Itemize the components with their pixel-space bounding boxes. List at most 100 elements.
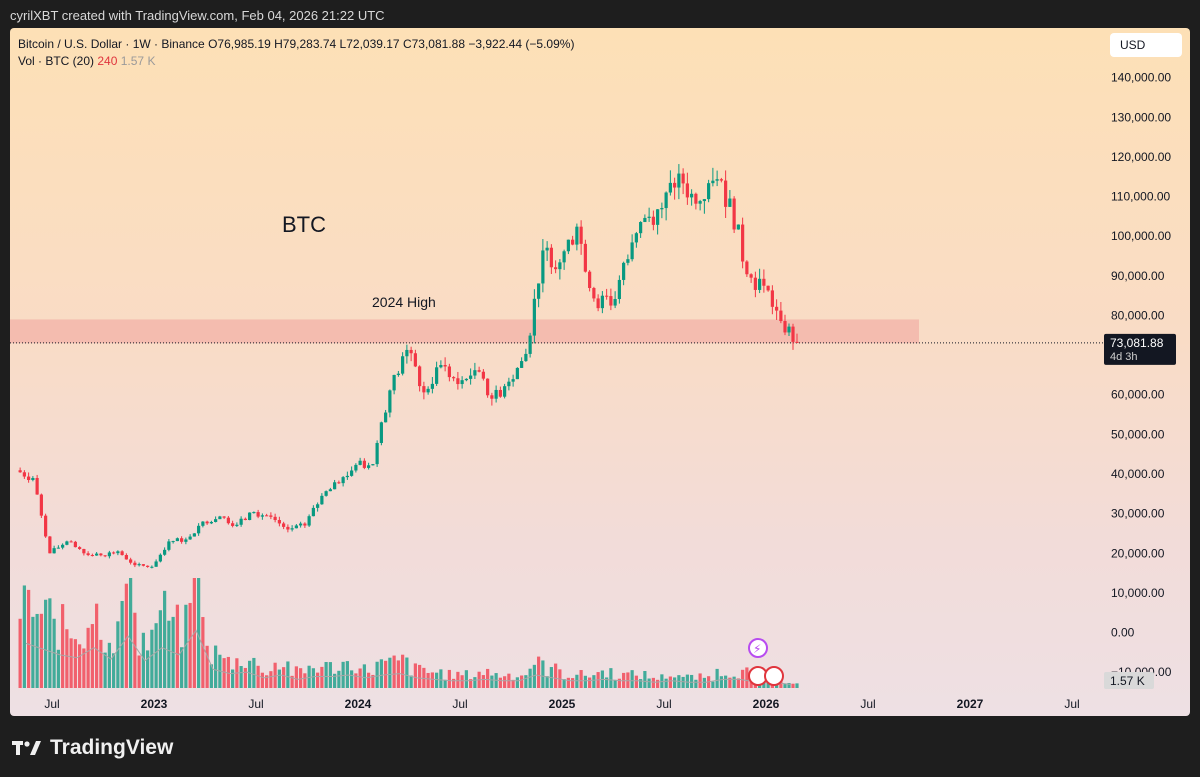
candle-body — [770, 290, 774, 307]
candle-body — [141, 564, 145, 566]
candle-body — [107, 552, 111, 557]
candle-body — [90, 555, 94, 557]
candle-body — [120, 551, 124, 556]
volume-bar — [333, 673, 337, 688]
volume-bar — [524, 675, 528, 688]
candle-body — [201, 521, 205, 526]
volume-bar — [388, 657, 392, 688]
candle-body — [422, 386, 426, 393]
volume-bar — [418, 664, 422, 688]
volume-bar — [18, 618, 22, 688]
candle-body — [634, 233, 638, 243]
volume-bar — [316, 672, 320, 688]
candle-body — [741, 224, 745, 262]
volume-bar — [392, 655, 396, 688]
candle-body — [205, 521, 209, 524]
candle-body — [549, 247, 553, 268]
volume-bar — [69, 638, 73, 688]
volume-bar — [282, 667, 286, 688]
volume-bar — [337, 670, 341, 688]
candle-body — [762, 278, 766, 286]
candle-body — [486, 378, 490, 396]
candle-body — [562, 251, 566, 263]
chart-title-annotation: BTC — [282, 212, 326, 237]
volume-bar — [532, 664, 536, 688]
volume-bar — [328, 662, 332, 688]
volume-bar — [99, 639, 103, 688]
candle-body — [477, 370, 481, 372]
chart-frame[interactable]: 140,000.00 130,000.00 120,000.00 110,000.00… — [10, 28, 1190, 716]
volume-bar — [634, 675, 638, 688]
candle-body — [214, 519, 218, 522]
price-chart[interactable]: 140,000.00 130,000.00 120,000.00 110,000.00… — [10, 28, 1190, 716]
candle-body — [375, 442, 379, 465]
candle-body — [664, 192, 668, 209]
candle-body — [294, 525, 298, 529]
volume-bar — [664, 678, 668, 688]
y-axis-tick-label: 100,000.00 — [1111, 229, 1171, 243]
candle-body — [222, 516, 226, 518]
volume-bar — [163, 590, 167, 688]
candle-body — [724, 180, 728, 207]
candle-body — [354, 464, 358, 471]
currency-button[interactable]: USD — [1110, 33, 1182, 57]
candle-body — [175, 538, 179, 542]
candle-body — [430, 383, 434, 389]
candle-body — [711, 180, 715, 184]
candle-body — [443, 365, 447, 367]
candle-body — [31, 477, 35, 481]
volume-bar — [626, 672, 630, 688]
volume-bar — [222, 658, 226, 688]
candle-body — [795, 341, 799, 343]
volume-bar — [430, 672, 434, 688]
volume-bar — [154, 623, 158, 688]
volume-bar — [464, 670, 468, 688]
volume-bar — [320, 666, 324, 688]
volume-bar — [456, 671, 460, 688]
y-axis-tick-label: 60,000.00 — [1111, 388, 1165, 402]
candle-body — [277, 520, 281, 524]
volume-bar — [150, 629, 154, 688]
volume-bar — [180, 647, 184, 688]
candle-body — [435, 367, 439, 384]
candle-body — [341, 477, 345, 484]
volume-bar — [137, 655, 141, 688]
candle-body — [520, 361, 524, 368]
candle-body — [605, 295, 609, 297]
candle-body — [511, 379, 515, 382]
y-axis-tick-label: 80,000.00 — [1111, 308, 1165, 322]
candle-body — [779, 310, 783, 322]
volume-bar — [791, 683, 795, 688]
candle-body — [630, 242, 634, 260]
volume-bar — [639, 679, 643, 688]
candle-body — [367, 465, 371, 468]
candle-body — [766, 285, 770, 291]
volume-bar — [205, 645, 209, 688]
x-axis-tick-label: Jul — [1064, 697, 1079, 711]
y-axis-tick-label: 50,000.00 — [1111, 427, 1165, 441]
volume-bar — [460, 675, 464, 688]
volume-bar — [294, 666, 298, 688]
volume-bar — [579, 670, 583, 688]
volume-bar — [248, 660, 252, 688]
volume-bar — [656, 679, 660, 688]
x-axis-tick-label: 2025 — [549, 697, 576, 711]
volume-bar — [146, 650, 150, 688]
candle-body — [545, 247, 549, 251]
volume-bar — [651, 677, 655, 688]
candle-body — [702, 199, 706, 202]
volume-bar — [35, 613, 39, 688]
candle-body — [333, 482, 337, 490]
candle-body — [783, 321, 787, 333]
volume-bar — [643, 671, 647, 688]
x-axis-tick-label: Jul — [656, 697, 671, 711]
candle-body — [575, 226, 579, 245]
volume-bar — [22, 585, 26, 688]
volume-bar — [65, 629, 69, 688]
volume-bar — [668, 676, 672, 688]
candle-body — [775, 306, 779, 311]
y-axis-tick-label: 30,000.00 — [1111, 507, 1165, 521]
volume-bar — [732, 676, 736, 688]
candle-body — [656, 209, 660, 225]
candle-body — [282, 523, 286, 527]
